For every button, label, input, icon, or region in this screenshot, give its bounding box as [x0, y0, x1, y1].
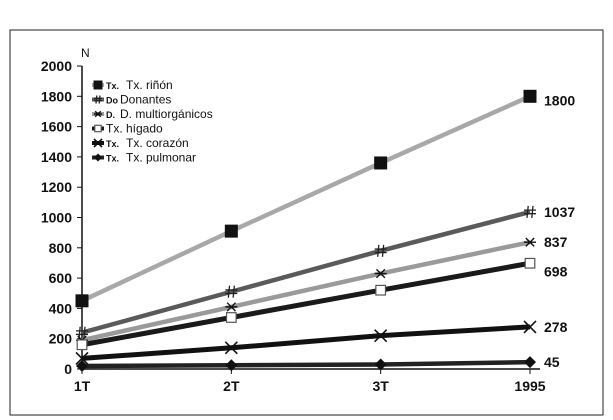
data-point [225, 302, 238, 312]
data-point [524, 237, 536, 247]
data-point [76, 339, 88, 351]
legend-label: Tx. corazón [126, 136, 189, 150]
legend-label: Tx. pulmonar [126, 151, 196, 165]
series-tx-rinon [75, 89, 537, 308]
x-tick-label: 1995 [514, 378, 545, 394]
legend-label: D. multiorgánicos [120, 107, 213, 121]
y-tick-label: 1800 [41, 88, 72, 104]
series-line [81, 239, 531, 343]
data-point [75, 294, 89, 308]
data-point [374, 329, 388, 343]
data-point [374, 268, 387, 279]
legend-label: Donantes [120, 93, 171, 107]
x-tick-label: 3T [372, 378, 389, 394]
data-point [523, 320, 537, 334]
y-tick-label: 400 [49, 300, 73, 316]
legend-item: Do Donantes [92, 93, 171, 107]
data-point [224, 224, 238, 238]
data-point [374, 358, 387, 371]
legend-marker [94, 95, 102, 104]
legend-prefix: Tx. [106, 81, 119, 91]
series-line [81, 209, 531, 335]
y-tick-label: 1400 [41, 149, 72, 165]
data-point [374, 156, 388, 170]
data-point [374, 244, 387, 257]
data-point [76, 359, 88, 372]
y-tick-label: 0 [64, 361, 72, 377]
legend-item: Tx. Tx. pulmonar [92, 151, 196, 165]
y-tick-label: 200 [49, 331, 73, 347]
data-point [524, 257, 536, 269]
y-tick-label: 1000 [41, 210, 72, 226]
y-tick-label: 1600 [41, 119, 72, 135]
legend-label: Tx. hígado [106, 122, 163, 136]
series-tx-higado [76, 257, 536, 351]
legend-marker [94, 110, 102, 118]
data-point [524, 205, 536, 218]
legend-prefix: D. [106, 110, 115, 120]
data-point [75, 351, 89, 365]
series-donantes [76, 205, 536, 339]
data-point [523, 89, 537, 103]
legend-marker [93, 138, 103, 148]
legend-item: D. D. multiorgánicos [92, 107, 213, 121]
data-point [524, 356, 536, 369]
x-tick-label: 2T [223, 378, 240, 394]
series-lines [75, 89, 537, 372]
legend-label: Tx. riñón [126, 78, 173, 92]
legend-prefix: Do [106, 96, 118, 106]
data-point [225, 359, 238, 372]
y-tick-label: 1200 [41, 179, 72, 195]
legend-item: Tx. hígado [92, 122, 163, 136]
chart-frame [9, 29, 604, 416]
data-label: 1037 [544, 204, 575, 220]
legend-item: Tx. Tx. corazón [92, 136, 189, 150]
series-line [81, 260, 531, 348]
series-line [81, 359, 531, 369]
legend-prefix: Tx. [106, 154, 119, 164]
x-axis-ticks: 1T 2T 3T 1995 [74, 369, 546, 394]
series-tx-corazon [75, 320, 537, 365]
legend-item: Tx. Tx. riñón [92, 78, 173, 92]
data-point [375, 284, 387, 296]
data-label: 698 [544, 263, 568, 279]
series-line [81, 94, 531, 303]
x-tick-label: 1T [74, 378, 91, 394]
data-label: 278 [544, 319, 568, 335]
y-tick-label: 600 [49, 270, 73, 286]
series-tx-pulmonar [76, 356, 536, 372]
data-label: 1800 [544, 92, 575, 108]
legend-marker [93, 80, 103, 90]
end-labels: 1800 1037 837 698 278 45 [544, 92, 575, 370]
data-point [225, 285, 238, 298]
y-tick-label: 800 [49, 240, 73, 256]
y-axis-ticks: 0 200 400 600 800 1000 1200 1400 1600 1800 2000 [41, 58, 82, 377]
legend-prefix: Tx. [106, 139, 119, 149]
y-tick-label: 2000 [41, 58, 72, 74]
series-line [81, 324, 531, 361]
data-point [76, 326, 88, 339]
legend-marker [94, 153, 102, 162]
data-point [224, 341, 238, 355]
data-point [225, 312, 237, 323]
data-label: 837 [544, 234, 568, 250]
legend-marker [94, 124, 102, 133]
data-label: 45 [544, 354, 560, 370]
y-axis-label: N [81, 46, 90, 60]
